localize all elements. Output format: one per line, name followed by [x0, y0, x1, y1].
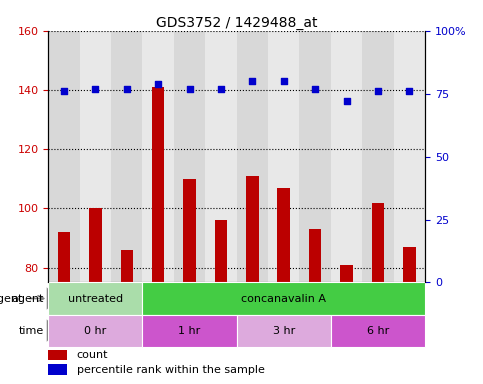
Bar: [341, 265, 353, 384]
Bar: [48, 349, 67, 360]
Text: concanavalin A: concanavalin A: [242, 293, 326, 303]
Bar: [237, 314, 331, 347]
Point: [280, 78, 288, 84]
Text: 3 hr: 3 hr: [272, 326, 295, 336]
Bar: [246, 176, 259, 384]
Title: GDS3752 / 1429488_at: GDS3752 / 1429488_at: [156, 16, 317, 30]
Bar: [403, 247, 416, 384]
Bar: [121, 250, 133, 384]
Point: [60, 88, 68, 94]
Text: 6 hr: 6 hr: [367, 326, 389, 336]
Point: [343, 98, 351, 104]
Bar: [214, 220, 227, 384]
Text: 1 hr: 1 hr: [178, 326, 201, 336]
Bar: [174, 31, 205, 283]
Point: [92, 86, 99, 92]
Point: [374, 88, 382, 94]
Text: percentile rank within the sample: percentile rank within the sample: [76, 365, 264, 375]
Bar: [111, 31, 142, 283]
Bar: [394, 31, 425, 283]
Bar: [142, 283, 425, 314]
Bar: [237, 31, 268, 283]
Text: agent: agent: [0, 293, 23, 303]
Text: untreated: untreated: [68, 293, 123, 303]
Bar: [184, 179, 196, 384]
Bar: [309, 229, 322, 384]
Text: 0 hr: 0 hr: [84, 326, 107, 336]
Bar: [362, 31, 394, 283]
Bar: [142, 314, 237, 347]
Point: [312, 86, 319, 92]
Bar: [48, 283, 142, 314]
Bar: [152, 87, 164, 384]
Text: agent: agent: [11, 293, 43, 303]
Bar: [80, 31, 111, 283]
Polygon shape: [47, 319, 58, 342]
Point: [123, 86, 130, 92]
Text: count: count: [76, 350, 108, 360]
Bar: [205, 31, 237, 283]
Bar: [299, 31, 331, 283]
Bar: [268, 31, 299, 283]
Bar: [331, 314, 425, 347]
Bar: [58, 232, 71, 384]
Text: time: time: [18, 326, 43, 336]
Point: [185, 86, 193, 92]
Bar: [89, 209, 102, 384]
Polygon shape: [47, 287, 58, 310]
Bar: [48, 314, 142, 347]
Point: [155, 81, 162, 87]
Bar: [142, 31, 174, 283]
Point: [217, 86, 225, 92]
Bar: [372, 202, 384, 384]
Bar: [277, 188, 290, 384]
Point: [406, 88, 413, 94]
Bar: [48, 31, 80, 283]
Bar: [331, 31, 362, 283]
Point: [249, 78, 256, 84]
Bar: [48, 364, 67, 375]
